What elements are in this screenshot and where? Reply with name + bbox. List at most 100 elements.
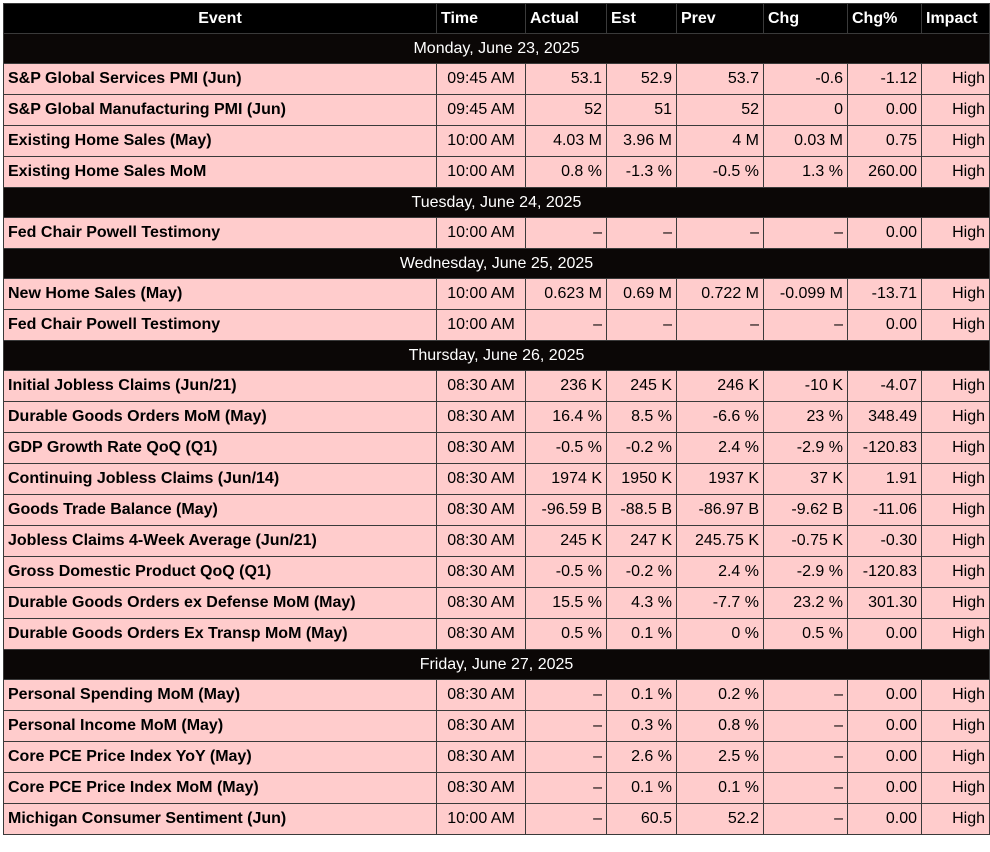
event-row[interactable]: Fed Chair Powell Testimony 10:00 AM – – – –0.… [3,217,990,249]
column-header-event[interactable]: Event [3,3,437,34]
actual-cell: -0.5 % [525,556,607,588]
time-cell: 10:00 AM [436,278,526,310]
est-cell: -88.5 B [606,494,677,526]
actual-cell: 53.1 [525,63,607,95]
prev-cell: 2.4 % [676,556,764,588]
date-label: Thursday, June 26, 2025 [3,340,990,371]
chg-cell: 0.03 M [763,125,848,157]
est-cell: -1.3 % [606,156,677,188]
event-row[interactable]: Core PCE Price Index YoY (May) 08:30 AM –2… [3,741,990,773]
event-name-cell: Goods Trade Balance (May) [3,494,437,526]
chg-cell: 1.3 % [763,156,848,188]
actual-cell: – [525,679,607,711]
event-row[interactable]: Gross Domestic Product QoQ (Q1) 08:30 AM -… [3,556,990,588]
actual-cell: 15.5 % [525,587,607,619]
impact-cell: High [921,494,990,526]
time-cell: 09:45 AM [436,63,526,95]
impact-cell: High [921,309,990,341]
event-row[interactable]: Fed Chair Powell Testimony 10:00 AM – – – –0.… [3,309,990,341]
chg-pct-cell: 0.00 [847,772,922,804]
event-name-cell: Core PCE Price Index MoM (May) [3,772,437,804]
chg-cell: -0.099 M [763,278,848,310]
chg-cell: 37 K [763,463,848,495]
column-header-chg-pct[interactable]: Chg% [847,3,922,34]
event-name-cell: Fed Chair Powell Testimony [3,217,437,249]
event-row[interactable]: Personal Spending MoM (May) 08:30 AM –0.1 … [3,679,990,711]
chg-pct-cell: -13.71 [847,278,922,310]
event-row[interactable]: Goods Trade Balance (May) 08:30 AM -96.59 … [3,494,990,526]
column-header-chg[interactable]: Chg [763,3,848,34]
date-label: Friday, June 27, 2025 [3,649,990,680]
chg-cell: – [763,217,848,249]
event-row[interactable]: Jobless Claims 4-Week Average (Jun/21) 08… [3,525,990,557]
est-cell: 60.5 [606,803,677,835]
event-row[interactable]: New Home Sales (May) 10:00 AM 0.623 M 0.69 … [3,278,990,310]
chg-cell: 23.2 % [763,587,848,619]
prev-cell: 0.722 M [676,278,764,310]
actual-cell: 0.8 % [525,156,607,188]
column-header-actual[interactable]: Actual [525,3,607,34]
est-cell: -0.2 % [606,432,677,464]
actual-cell: 236 K [525,370,607,402]
economic-calendar-table: Event Time Actual Est Prev Chg Chg% Impa… [3,3,990,835]
prev-cell: -6.6 % [676,401,764,433]
event-row[interactable]: S&P Global Manufacturing PMI (Jun) 09:45 … [3,94,990,126]
time-cell: 10:00 AM [436,156,526,188]
chg-cell: -2.9 % [763,432,848,464]
est-cell: – [606,217,677,249]
date-label: Tuesday, June 24, 2025 [3,187,990,218]
event-name-cell: Jobless Claims 4-Week Average (Jun/21) [3,525,437,557]
event-row[interactable]: S&P Global Services PMI (Jun) 09:45 AM 53.… [3,63,990,95]
actual-cell: -96.59 B [525,494,607,526]
event-name-cell: Initial Jobless Claims (Jun/21) [3,370,437,402]
est-cell: 0.69 M [606,278,677,310]
time-cell: 08:30 AM [436,370,526,402]
chg-pct-cell: 0.00 [847,679,922,711]
chg-cell: -0.6 [763,63,848,95]
actual-cell: – [525,772,607,804]
time-cell: 08:30 AM [436,556,526,588]
column-header-impact[interactable]: Impact [921,3,990,34]
date-group-header: Friday, June 27, 2025 [3,649,990,680]
event-row[interactable]: Personal Income MoM (May) 08:30 AM –0.3 % 0… [3,710,990,742]
impact-cell: High [921,710,990,742]
time-cell: 08:30 AM [436,710,526,742]
chg-pct-cell: 0.00 [847,94,922,126]
chg-cell: – [763,309,848,341]
chg-pct-cell: 1.91 [847,463,922,495]
prev-cell: 0.8 % [676,710,764,742]
date-group-header: Wednesday, June 25, 2025 [3,248,990,279]
chg-cell: -9.62 B [763,494,848,526]
chg-pct-cell: -4.07 [847,370,922,402]
event-name-cell: Durable Goods Orders MoM (May) [3,401,437,433]
time-cell: 08:30 AM [436,432,526,464]
column-header-prev[interactable]: Prev [676,3,764,34]
prev-cell: 0.1 % [676,772,764,804]
event-row[interactable]: GDP Growth Rate QoQ (Q1) 08:30 AM -0.5 % -0… [3,432,990,464]
column-header-time[interactable]: Time [436,3,526,34]
actual-cell: 0.5 % [525,618,607,650]
event-row[interactable]: Initial Jobless Claims (Jun/21) 08:30 AM 2… [3,370,990,402]
event-row[interactable]: Durable Goods Orders Ex Transp MoM (May)… [3,618,990,650]
chg-cell: – [763,772,848,804]
impact-cell: High [921,63,990,95]
actual-cell: – [525,803,607,835]
impact-cell: High [921,679,990,711]
event-row[interactable]: Core PCE Price Index MoM (May) 08:30 AM –0… [3,772,990,804]
event-row[interactable]: Durable Goods Orders ex Defense MoM (May… [3,587,990,619]
chg-pct-cell: 0.75 [847,125,922,157]
event-row[interactable]: Continuing Jobless Claims (Jun/14) 08:30 … [3,463,990,495]
prev-cell: -7.7 % [676,587,764,619]
chg-cell: – [763,710,848,742]
est-cell: 0.3 % [606,710,677,742]
est-cell: 51 [606,94,677,126]
event-row[interactable]: Michigan Consumer Sentiment (Jun) 10:00 A… [3,803,990,835]
prev-cell: -86.97 B [676,494,764,526]
event-row[interactable]: Durable Goods Orders MoM (May) 08:30 AM 16… [3,401,990,433]
impact-cell: High [921,432,990,464]
event-row[interactable]: Existing Home Sales MoM 10:00 AM 0.8 % -1.3… [3,156,990,188]
est-cell: 0.1 % [606,618,677,650]
column-header-est[interactable]: Est [606,3,677,34]
chg-cell: -2.9 % [763,556,848,588]
